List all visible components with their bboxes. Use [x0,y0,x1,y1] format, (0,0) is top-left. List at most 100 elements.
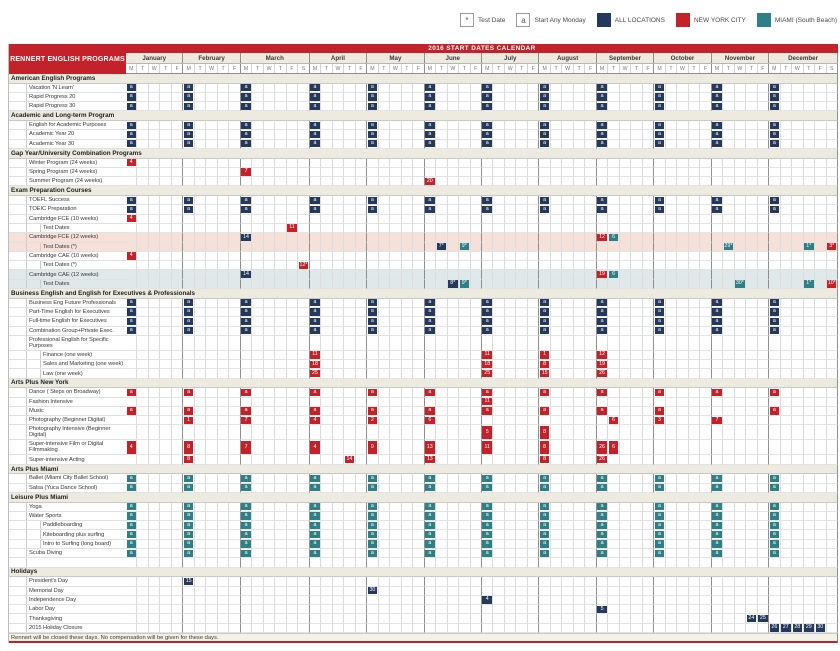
calendar-cell [309,595,322,606]
calendar-cell [734,595,747,606]
calendar-cell [619,251,632,262]
calendar-cell [746,223,758,234]
calendar-cell: a [596,102,609,112]
calendar-cell [355,530,368,540]
calendar-cell [252,539,264,550]
program-row: Labor Day 5 [9,605,838,615]
calendar-cell [769,251,781,262]
calendar-cell [194,474,207,484]
calendar-cell [298,586,310,596]
calendar-cell [746,102,758,112]
day-letter: T [493,64,505,73]
calendar-cell [401,549,414,559]
calendar-cell [229,251,241,262]
calendar-cell [298,307,310,318]
calendar-cell [148,205,161,215]
calendar-cell [137,92,149,103]
calendar-cell [171,242,184,252]
calendar-cell [286,474,299,484]
calendar-cell [688,558,701,568]
calendar-cell [746,158,758,168]
calendar-cell [148,539,161,550]
calendar-cell: 8 [539,455,551,465]
start-date-marker: a [367,327,378,335]
calendar-cell [286,623,299,633]
calendar-cell [355,102,368,112]
calendar-cell [367,455,379,465]
calendar-cell [355,307,368,318]
calendar-cell [481,335,494,351]
calendar-cell [665,406,678,417]
start-date-marker: a [654,407,665,415]
calendar-cell [183,350,195,361]
day-letter: F [229,64,241,73]
calendar-cell [390,279,402,290]
calendar-cell [677,521,689,531]
calendar-cell [183,279,195,290]
calendar-cell [677,279,689,290]
calendar-cell [252,511,264,522]
calendar-cell [148,130,161,140]
calendar-cell [665,326,678,336]
start-date-marker: a [310,407,320,415]
calendar-cell [252,233,264,243]
calendar-cell [470,388,482,398]
calendar-cell [298,205,310,215]
calendar-cell: a [711,102,724,112]
calendar-cell [573,251,586,262]
calendar-cell [378,270,391,280]
calendar-cell [746,298,758,308]
calendar-cell: 20 [424,177,437,187]
calendar-cell: a [769,130,781,140]
calendar-cell [148,335,161,351]
calendar-cell [734,350,747,361]
calendar-cell [436,92,448,103]
row-label: Test Dates [9,279,126,290]
calendar-cell [516,623,528,633]
calendar-cell [240,577,253,587]
calendar-cell [148,279,161,290]
day-letter: F [815,64,827,73]
calendar-cell [332,539,345,550]
calendar-cell: 14 [240,233,253,243]
calendar-cell [298,317,310,327]
calendar-cell [608,406,620,417]
start-date-marker: a [126,196,136,204]
calendar-cell [229,233,241,243]
calendar-cell [493,549,505,559]
calendar-cell [401,530,414,540]
calendar-cell [286,455,299,465]
calendar-cell [263,242,276,252]
calendar-cell [321,158,333,168]
calendar-cell [459,307,471,318]
calendar-cell [413,623,425,633]
calendar-cell [447,369,460,379]
calendar-cell [298,416,310,426]
calendar-cell [171,223,184,234]
calendar-cell [286,261,299,271]
calendar-cell [275,251,287,262]
calendar-cell [126,577,138,587]
calendar-cell [723,502,735,512]
calendar-cell [436,595,448,606]
calendar-cell [378,360,391,370]
calendar-cell [217,270,230,280]
start-date-marker: 26 [597,369,607,378]
calendar-cell: a [654,102,666,112]
calendar-cell [527,196,540,206]
calendar-cell [631,242,643,252]
calendar-cell [665,121,678,131]
indent-spacer [27,530,41,539]
calendar-cell [711,440,724,456]
calendar-cell [493,595,505,606]
calendar-cell [470,242,482,252]
calendar-cell [654,223,666,234]
start-date-marker: a [183,521,194,529]
row-label-text: Test Dates [43,225,70,232]
start-date-marker: 6 [608,270,619,279]
calendar-cell [171,530,184,540]
calendar-cell [252,130,264,140]
calendar-cell [344,440,356,456]
calendar-cell [217,406,230,417]
